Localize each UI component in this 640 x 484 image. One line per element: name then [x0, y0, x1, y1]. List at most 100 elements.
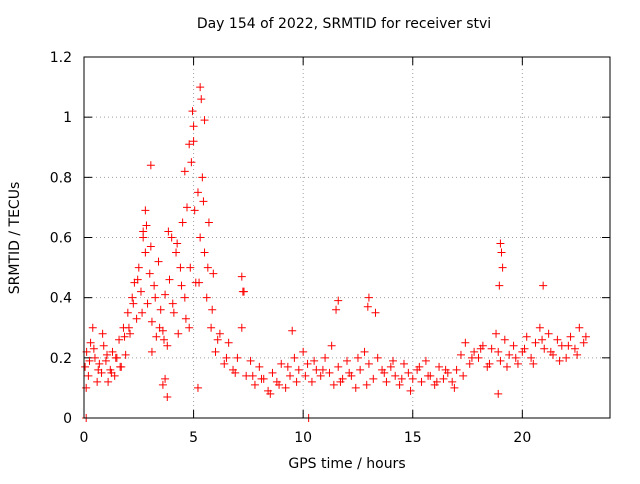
y-tick-label: 1 — [63, 110, 72, 126]
data-point — [121, 350, 130, 359]
data-point — [564, 341, 573, 350]
data-point — [522, 332, 531, 341]
x-tick-label: 15 — [404, 430, 422, 446]
data-point — [570, 344, 579, 353]
data-point — [196, 83, 205, 92]
y-tick-label: 0 — [63, 411, 72, 427]
data-point — [292, 377, 301, 386]
data-point — [188, 107, 197, 116]
data-point — [88, 323, 97, 332]
data-point — [301, 371, 310, 380]
data-point — [255, 362, 264, 371]
data-point — [103, 350, 112, 359]
data-point — [98, 329, 107, 338]
data-point — [327, 341, 336, 350]
data-point — [406, 386, 415, 395]
y-tick-label: 1.2 — [50, 50, 72, 66]
data-point — [511, 353, 520, 362]
x-tick-label: 0 — [80, 430, 89, 446]
data-point — [156, 305, 165, 314]
data-point — [197, 95, 206, 104]
data-point — [321, 353, 330, 362]
data-point — [95, 359, 104, 368]
data-point — [351, 383, 360, 392]
data-point — [487, 344, 496, 353]
data-point — [250, 380, 259, 389]
data-point — [316, 371, 325, 380]
data-point — [363, 302, 372, 311]
data-point — [123, 308, 132, 317]
data-point — [424, 371, 433, 380]
data-point — [124, 323, 133, 332]
data-point — [208, 305, 217, 314]
data-point — [151, 293, 160, 302]
data-point — [173, 239, 182, 248]
data-point — [498, 263, 507, 272]
data-point — [238, 287, 247, 296]
data-point — [404, 368, 413, 377]
data-point — [207, 323, 216, 332]
data-point — [283, 362, 292, 371]
y-tick-label: 0.8 — [50, 170, 72, 186]
data-point — [200, 116, 209, 125]
data-point — [224, 338, 233, 347]
data-point — [391, 371, 400, 380]
data-point — [513, 359, 522, 368]
data-point — [215, 329, 224, 338]
data-point — [497, 248, 506, 257]
data-point — [150, 281, 159, 290]
data-point — [172, 248, 181, 257]
y-tick-label: 0.4 — [50, 291, 72, 307]
data-point — [336, 377, 345, 386]
data-point — [353, 353, 362, 362]
data-point — [286, 371, 295, 380]
data-point — [575, 323, 584, 332]
data-point — [183, 203, 192, 212]
data-point — [307, 377, 316, 386]
data-point — [461, 338, 470, 347]
data-point — [527, 353, 536, 362]
data-point — [209, 269, 218, 278]
data-point — [408, 374, 417, 383]
data-point — [145, 269, 154, 278]
data-point — [185, 140, 194, 149]
data-point — [198, 173, 207, 182]
data-point — [134, 263, 143, 272]
data-point — [204, 218, 213, 227]
data-point — [147, 317, 156, 326]
y-tick-label: 0.2 — [50, 351, 72, 367]
data-point — [539, 281, 548, 290]
data-point — [448, 377, 457, 386]
data-point — [104, 377, 113, 386]
data-point — [562, 353, 571, 362]
data-point — [233, 353, 242, 362]
data-point — [364, 293, 373, 302]
x-tick-label: 20 — [513, 430, 531, 446]
data-point — [186, 263, 195, 272]
data-point — [174, 329, 183, 338]
data-point — [334, 296, 343, 305]
data-point — [108, 347, 117, 356]
data-point — [538, 335, 547, 344]
data-point — [146, 161, 155, 170]
data-point — [417, 377, 426, 386]
data-point — [467, 353, 476, 362]
x-tick-label: 5 — [189, 430, 198, 446]
data-point — [90, 353, 99, 362]
data-point — [334, 362, 343, 371]
data-point — [581, 332, 590, 341]
data-point — [107, 368, 116, 377]
data-point — [579, 338, 588, 347]
data-point — [190, 206, 199, 215]
data-point — [415, 362, 424, 371]
data-point — [177, 281, 186, 290]
data-point — [294, 365, 303, 374]
plot-frame — [83, 56, 611, 419]
data-point — [290, 353, 299, 362]
data-point — [220, 359, 229, 368]
data-point — [86, 338, 95, 347]
data-point — [116, 362, 125, 371]
data-point — [152, 332, 161, 341]
